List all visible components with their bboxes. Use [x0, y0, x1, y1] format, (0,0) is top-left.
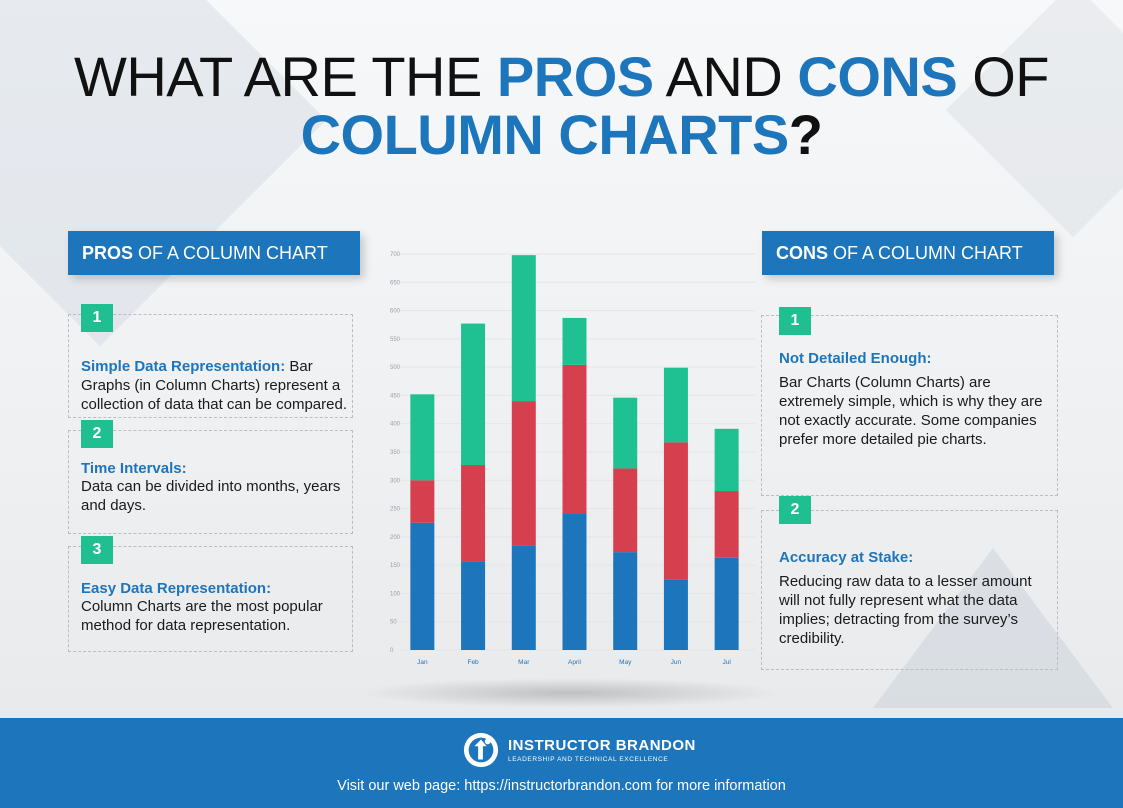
pros-card-text: Data can be divided into months, years a… — [81, 478, 341, 514]
brand-tagline: LEADERSHIP AND TECHNICAL EXCELLENCE — [508, 756, 669, 763]
bar-segment — [714, 557, 739, 650]
footer-link-text[interactable]: Visit our web page: https://instructorbr… — [337, 778, 786, 794]
bar-segment — [613, 552, 638, 650]
bar-segment — [613, 397, 638, 469]
bar-segment — [663, 579, 688, 650]
cons-number-badge: 2 — [779, 496, 811, 524]
title-line-1: WHAT ARE THE PROS AND CONS OF — [0, 48, 1123, 106]
brand-name: INSTRUCTOR BRANDON — [508, 737, 696, 754]
brand-logo-icon — [463, 732, 499, 768]
pros-card-1: 1 Simple Data Representation: Bar Graphs… — [68, 304, 353, 418]
page-title: WHAT ARE THE PROS AND CONS OF COLUMN CHA… — [0, 48, 1123, 164]
y-tick-label: 650 — [390, 280, 401, 286]
y-tick-label: 150 — [390, 563, 401, 569]
brand-logo[interactable]: INSTRUCTOR BRANDON LEADERSHIP AND TECHNI… — [462, 730, 696, 770]
cons-card-1: 1 Not Detailed Enough: Bar Charts (Colum… — [761, 307, 1058, 496]
y-tick-label: 600 — [390, 309, 401, 315]
cons-card-text: Bar Charts (Column Charts) are extremely… — [779, 374, 1043, 448]
column-chart: 0 50 100 150 200 250 300 350 400 450 500 550 600 650 7… — [370, 246, 760, 676]
x-tick-label: Mar — [518, 659, 530, 666]
cons-card-body: Not Detailed Enough: Bar Charts (Column … — [779, 350, 1051, 449]
title-column-charts: COLUMN CHARTS — [300, 103, 790, 166]
cons-header-bold: CONS — [776, 243, 829, 263]
bar-segment — [410, 522, 435, 650]
y-tick-label: 700 — [390, 252, 401, 258]
cons-card-text: Reducing raw data to a lesser amount wil… — [779, 573, 1032, 647]
y-tick-label: 350 — [390, 450, 401, 456]
y-tick-label: 250 — [390, 507, 401, 513]
bar-segment — [410, 394, 435, 481]
cons-header: CONS OF A COLUMN CHART — [762, 231, 1054, 275]
pros-card-title: Easy Data Representation: — [81, 580, 272, 597]
pros-number-badge: 1 — [81, 304, 113, 332]
y-tick-label: 500 — [390, 365, 401, 371]
x-tick-label: Feb — [467, 659, 479, 666]
pros-card-body: Time Intervals: Data can be divided into… — [81, 460, 347, 515]
cons-card-title: Not Detailed Enough: — [779, 350, 932, 367]
cons-number-badge: 1 — [779, 307, 811, 335]
pros-number-badge: 2 — [81, 420, 113, 448]
bar-segment — [461, 465, 486, 562]
bar-segment — [511, 255, 536, 402]
x-tick-label: Jan — [417, 659, 428, 666]
bar-segment — [410, 480, 435, 523]
cons-header-rest: OF A COLUMN CHART — [828, 243, 1023, 263]
bar-segment — [613, 468, 638, 553]
pros-header-bold: PROS — [82, 243, 134, 263]
pros-card-2: 2 Time Intervals: Data can be divided in… — [68, 420, 353, 534]
y-tick-label: 100 — [390, 591, 401, 597]
column-chart-svg: 0 50 100 150 200 250 300 350 400 450 500 550 600 650 7… — [390, 252, 755, 666]
title-pros: PROS — [496, 45, 654, 108]
title-text: WHAT ARE THE — [74, 45, 497, 108]
pros-card-title: Time Intervals: — [81, 460, 187, 477]
pros-card-text: Column Charts are the most popular metho… — [81, 598, 323, 634]
brand-text: INSTRUCTOR BRANDON LEADERSHIP AND TECHNI… — [508, 737, 696, 763]
title-line-2: COLUMN CHARTS? — [0, 106, 1123, 164]
pros-card-body: Simple Data Representation: Bar Graphs (… — [81, 357, 347, 414]
bar-segment — [511, 545, 536, 650]
y-tick-label: 450 — [390, 393, 401, 399]
y-tick-label: 50 — [390, 620, 397, 626]
footer: INSTRUCTOR BRANDON LEADERSHIP AND TECHNI… — [0, 718, 1123, 808]
y-tick-label: 400 — [390, 422, 401, 428]
bar-segment — [714, 428, 739, 492]
pros-card-body: Easy Data Representation: Column Charts … — [81, 580, 347, 635]
bar-segment — [511, 401, 536, 546]
bar-segment — [663, 367, 688, 443]
chart-shadow — [355, 678, 785, 708]
pros-card-3: 3 Easy Data Representation: Column Chart… — [68, 536, 353, 652]
bar-segment — [714, 491, 739, 558]
bar-segment — [663, 442, 688, 580]
title-question-mark: ? — [788, 103, 823, 166]
pros-header-rest: OF A COLUMN CHART — [133, 243, 328, 263]
bar-segment — [461, 561, 486, 650]
title-text: OF — [957, 45, 1049, 108]
x-tick-label: Jun — [671, 659, 682, 666]
pros-card-title: Simple Data Representation: — [81, 358, 286, 375]
pros-header: PROS OF A COLUMN CHART — [68, 231, 360, 275]
cons-card-body: Accuracy at Stake: Reducing raw data to … — [779, 549, 1051, 648]
x-tick-label: April — [568, 659, 582, 666]
bar-segment — [562, 364, 587, 514]
cons-card-title: Accuracy at Stake: — [779, 549, 914, 566]
bar-segment — [562, 317, 587, 365]
cons-card-2: 2 Accuracy at Stake: Reducing raw data t… — [761, 496, 1058, 670]
bar-segment — [562, 513, 587, 650]
pros-number-badge: 3 — [81, 536, 113, 564]
bar-segment — [461, 323, 486, 466]
y-tick-label: 0 — [390, 648, 394, 654]
x-tick-label: May — [619, 659, 632, 666]
y-tick-label: 300 — [390, 478, 401, 484]
title-text: AND — [653, 45, 798, 108]
y-tick-label: 550 — [390, 337, 401, 343]
y-tick-label: 200 — [390, 535, 401, 541]
pros-card-text: Bar Graphs (in Column Charts) represent … — [81, 358, 348, 413]
x-tick-label: Jul — [722, 659, 731, 666]
title-cons: CONS — [797, 45, 958, 108]
